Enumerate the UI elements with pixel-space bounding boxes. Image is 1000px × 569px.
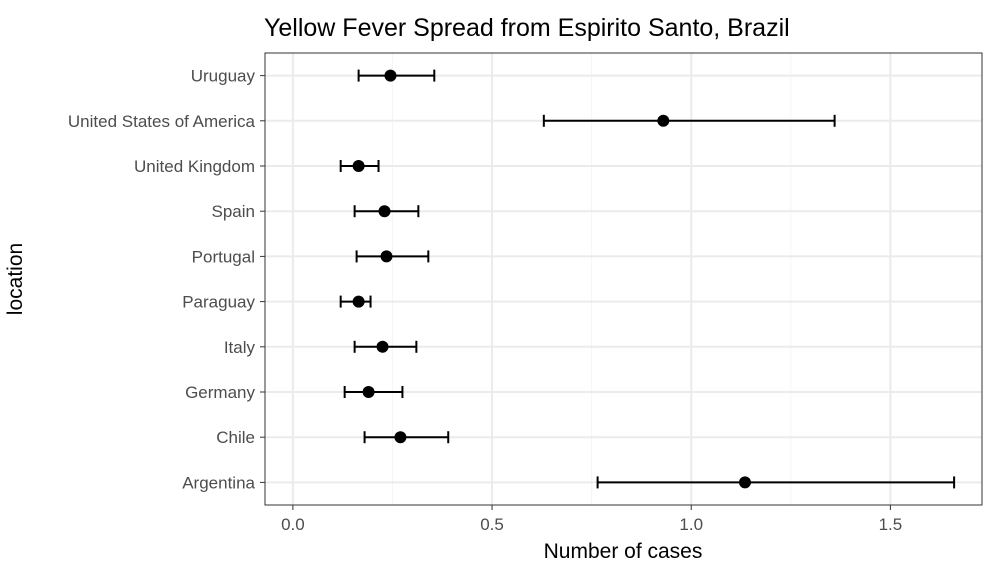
y-tick-label: Spain <box>212 202 255 221</box>
y-tick-label: Argentina <box>182 473 255 492</box>
y-tick-label: Paraguay <box>182 293 255 312</box>
data-point <box>362 386 375 398</box>
y-tick-label: Chile <box>216 428 255 447</box>
y-axis-label: location <box>4 243 27 315</box>
data-point <box>394 431 407 444</box>
error-bars <box>339 69 956 489</box>
x-tick-label: 0.0 <box>281 515 305 534</box>
data-point <box>657 114 670 127</box>
y-tick-label: United States of America <box>68 112 256 131</box>
panel-border <box>264 52 983 506</box>
data-point <box>352 160 365 172</box>
x-axis: 0.0 0.5 1.0 1.5 <box>281 505 902 534</box>
x-axis-label: Number of cases <box>544 540 703 563</box>
x-tick-label: 0.5 <box>480 515 504 534</box>
y-tick-label: Germany <box>185 383 255 402</box>
x-tick-label: 1.0 <box>679 515 703 534</box>
y-tick-label: Italy <box>224 338 256 357</box>
y-tick-label: Portugal <box>192 247 255 266</box>
y-tick-label: Uruguay <box>191 67 256 86</box>
chart-title: Yellow Fever Spread from Espirito Santo,… <box>264 14 790 42</box>
y-tick-label: United Kingdom <box>134 157 255 176</box>
data-points <box>352 69 751 489</box>
y-axis: Uruguay United States of America United Ki… <box>68 67 265 492</box>
x-tick-label: 1.5 <box>879 515 903 534</box>
data-point <box>384 69 397 82</box>
data-point <box>376 340 389 353</box>
data-point <box>738 476 751 489</box>
data-point <box>380 250 393 263</box>
data-point <box>352 295 365 308</box>
data-point <box>378 205 391 218</box>
